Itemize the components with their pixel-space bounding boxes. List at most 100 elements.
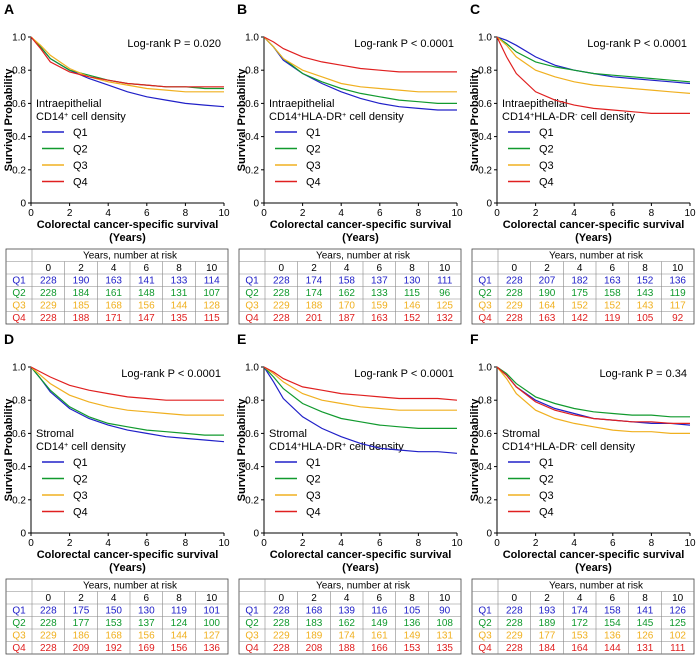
- y-tick-label: 0.2: [245, 165, 259, 176]
- risk-cell: 228: [273, 606, 290, 617]
- risk-row-label-q4: Q4: [245, 313, 259, 324]
- y-tick-label: 0.2: [245, 495, 259, 506]
- risk-cell: 188: [338, 643, 355, 654]
- risk-cell: 228: [273, 313, 290, 324]
- risk-cell: 117: [670, 301, 686, 312]
- y-tick-label: 0.8: [478, 66, 492, 77]
- risk-cell: 156: [138, 301, 155, 312]
- x-tick-label: 8: [649, 538, 655, 549]
- risk-cell: 124: [171, 618, 188, 629]
- x-tick-label: 4: [105, 538, 111, 549]
- risk-table-year: 10: [206, 593, 218, 604]
- risk-table-year: 10: [439, 263, 451, 274]
- risk-cell: 152: [604, 301, 621, 312]
- superscript: +: [530, 112, 534, 119]
- risk-cell: 166: [371, 643, 388, 654]
- km-curve-q2: [496, 36, 691, 83]
- risk-row-label-q2: Q2: [12, 288, 26, 299]
- risk-cell: 119: [604, 313, 620, 324]
- risk-row-label-q1: Q1: [245, 606, 259, 617]
- km-curve-q4: [30, 366, 224, 401]
- y-tick-label: 1.0: [478, 33, 492, 44]
- risk-cell: 132: [436, 313, 453, 324]
- legend-label-q2: Q2: [306, 474, 321, 486]
- x-tick-label: 4: [571, 538, 577, 549]
- legend-label-q1: Q1: [539, 127, 554, 139]
- risk-cell: 188: [306, 301, 323, 312]
- risk-row-label-q3: Q3: [478, 631, 492, 642]
- label-text: cell density: [68, 111, 126, 123]
- y-tick-label: 0.6: [245, 429, 259, 440]
- x-axis-label: Colorectal cancer-specific survival: [37, 549, 219, 561]
- y-tick-label: 0.6: [245, 99, 259, 110]
- x-tick-label: 10: [684, 538, 696, 549]
- risk-table-year: 4: [344, 263, 350, 274]
- km-curve-q1: [263, 366, 458, 454]
- risk-cell: 209: [73, 643, 90, 654]
- risk-table-header: Years, number at risk: [549, 581, 644, 592]
- risk-cell: 229: [40, 631, 57, 642]
- risk-cell: 174: [571, 606, 588, 617]
- y-tick-label: 1.0: [478, 363, 492, 374]
- risk-table-year: 6: [144, 263, 150, 274]
- label-text: HLA-DR: [534, 111, 575, 123]
- risk-table-header: Years, number at risk: [549, 251, 644, 262]
- y-tick-label: 0: [486, 529, 492, 540]
- risk-cell: 154: [604, 618, 621, 629]
- risk-cell: 115: [404, 288, 420, 299]
- y-tick-label: 0.2: [478, 495, 492, 506]
- risk-row-label-q3: Q3: [245, 631, 259, 642]
- legend-label-q3: Q3: [306, 490, 321, 502]
- panel-letter: F: [470, 331, 479, 347]
- risk-table-year: 0: [46, 263, 52, 274]
- y-tick-label: 0.8: [12, 396, 26, 407]
- risk-cell: 183: [306, 618, 323, 629]
- km-curve-q4: [496, 366, 690, 424]
- risk-cell: 228: [506, 288, 523, 299]
- risk-cell: 153: [404, 643, 421, 654]
- x-axis-label: Colorectal cancer-specific survival: [503, 219, 685, 231]
- superscript: +: [530, 442, 534, 449]
- risk-cell: 228: [506, 643, 523, 654]
- risk-table-year: 0: [46, 593, 52, 604]
- km-curve-q3: [30, 36, 224, 93]
- risk-cell: 174: [338, 631, 355, 642]
- risk-cell: 107: [203, 288, 220, 299]
- legend-label-q1: Q1: [539, 457, 554, 469]
- y-tick-label: 0.8: [245, 396, 259, 407]
- risk-table-year: 10: [672, 263, 684, 274]
- km-curve-q2: [30, 366, 224, 436]
- risk-cell: 130: [138, 606, 155, 617]
- legend-label-q3: Q3: [73, 160, 88, 172]
- x-tick-label: 2: [300, 208, 306, 219]
- km-curve-q3: [263, 36, 457, 93]
- logrank-annotation: Log-rank P < 0.0001: [354, 38, 454, 50]
- risk-cell: 152: [637, 276, 654, 287]
- risk-cell: 229: [506, 301, 523, 312]
- risk-table-year: 6: [610, 263, 616, 274]
- density-label-line2: CD14+ cell density: [36, 111, 126, 123]
- legend-label-q3: Q3: [306, 160, 321, 172]
- legend-label-q3: Q3: [539, 160, 554, 172]
- risk-cell: 175: [73, 606, 90, 617]
- risk-table-year: 4: [577, 263, 583, 274]
- risk-cell: 126: [669, 606, 686, 617]
- logrank-annotation: Log-rank P = 0.34: [599, 368, 687, 380]
- risk-cell: 150: [105, 606, 122, 617]
- risk-cell: 119: [670, 288, 686, 299]
- risk-cell: 105: [637, 313, 654, 324]
- risk-cell: 158: [604, 606, 621, 617]
- risk-cell: 149: [371, 618, 388, 629]
- x-tick-label: 6: [610, 538, 616, 549]
- label-text: CD14: [36, 111, 64, 123]
- x-tick-label: 4: [338, 208, 344, 219]
- y-axis-label: Survival Probability: [3, 398, 15, 502]
- panel-letter: A: [4, 1, 14, 17]
- y-tick-label: 0: [20, 529, 26, 540]
- legend-label-q2: Q2: [73, 144, 88, 156]
